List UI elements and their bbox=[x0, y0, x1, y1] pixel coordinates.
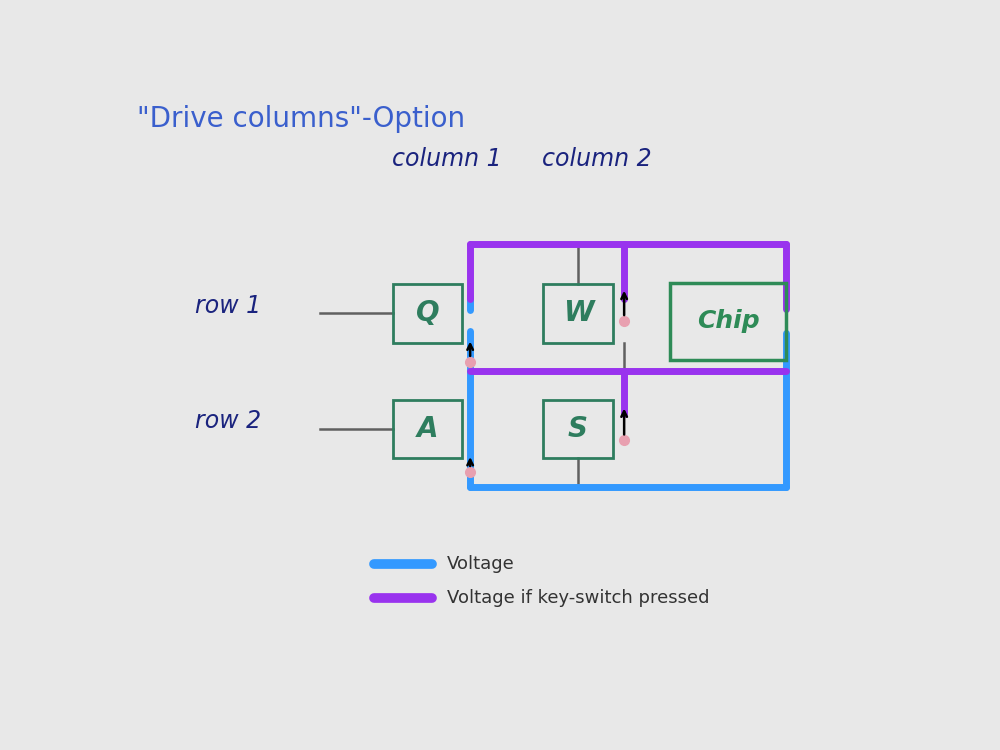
Text: A: A bbox=[417, 415, 439, 442]
Text: column 1: column 1 bbox=[392, 147, 502, 171]
Text: column 2: column 2 bbox=[542, 147, 652, 171]
Text: W: W bbox=[563, 299, 593, 327]
Text: row 2: row 2 bbox=[195, 409, 261, 433]
Text: S: S bbox=[568, 415, 588, 442]
Text: row 1: row 1 bbox=[195, 293, 261, 317]
Text: Q: Q bbox=[416, 299, 440, 327]
Text: Voltage: Voltage bbox=[447, 554, 515, 572]
Text: "Drive columns"-Option: "Drive columns"-Option bbox=[137, 106, 465, 134]
Text: Voltage if key-switch pressed: Voltage if key-switch pressed bbox=[447, 590, 710, 608]
Text: Chip: Chip bbox=[697, 309, 759, 333]
